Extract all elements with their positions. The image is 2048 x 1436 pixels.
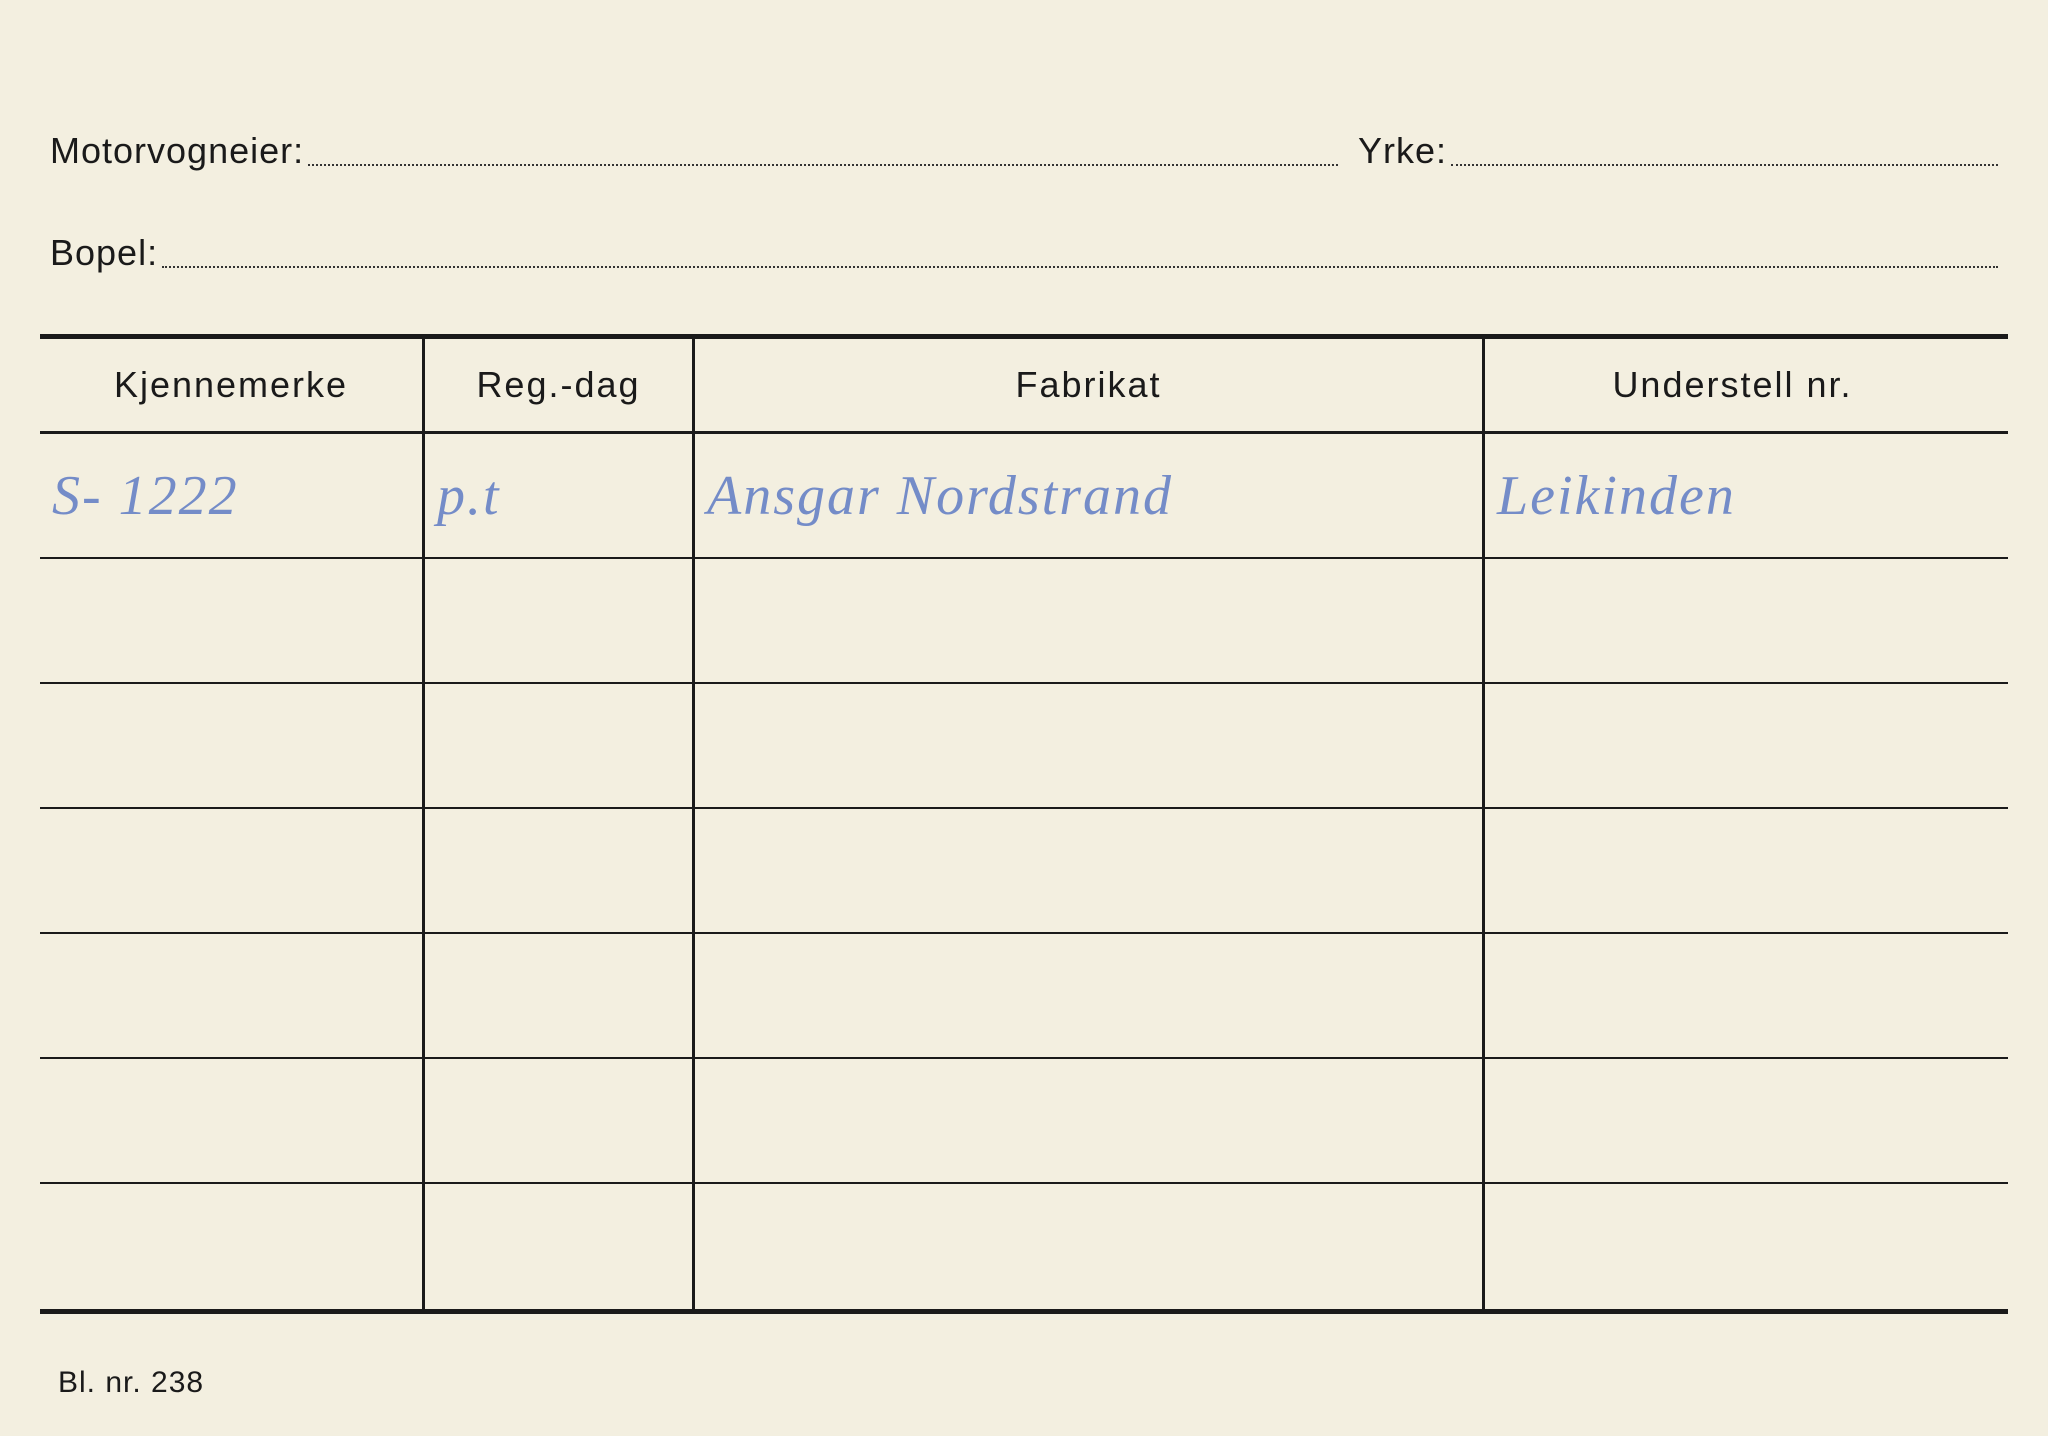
yrke-label: Yrke: xyxy=(1358,130,1447,172)
bopel-line xyxy=(162,266,1998,268)
table-header-row: Kjennemerke Reg.-dag Fabrikat Understell… xyxy=(40,339,2008,434)
owner-line xyxy=(308,164,1338,166)
cell-regdag xyxy=(425,934,695,1057)
cell-understell xyxy=(1485,1184,1980,1309)
cell-regdag xyxy=(425,809,695,932)
cell-fabrikat xyxy=(695,1184,1485,1309)
cell-fabrikat xyxy=(695,934,1485,1057)
table-row xyxy=(40,1184,2008,1309)
field-row-2: Bopel: xyxy=(50,232,1998,274)
handwriting-text: Ansgar Nordstrand xyxy=(707,464,1173,528)
handwriting-text: p.t xyxy=(437,464,501,528)
handwriting-text: S- 1222 xyxy=(52,464,239,528)
table-row: S- 1222 p.t Ansgar Nordstrand Leikinden xyxy=(40,434,2008,559)
cell-fabrikat xyxy=(695,1059,1485,1182)
owner-field: Motorvogneier: xyxy=(50,130,1338,172)
cell-understell xyxy=(1485,559,1980,682)
cell-kjennemerke xyxy=(40,934,425,1057)
table-body: S- 1222 p.t Ansgar Nordstrand Leikinden xyxy=(40,434,2008,1314)
cell-regdag: p.t xyxy=(425,434,695,557)
field-row-1: Motorvogneier: Yrke: xyxy=(50,130,1998,172)
handwriting-text: Leikinden xyxy=(1497,464,1736,528)
cell-understell xyxy=(1485,809,1980,932)
cell-fabrikat xyxy=(695,684,1485,807)
cell-understell xyxy=(1485,684,1980,807)
form-number: Bl. nr. 238 xyxy=(58,1366,204,1400)
yrke-line xyxy=(1451,164,1998,166)
cell-kjennemerke: S- 1222 xyxy=(40,434,425,557)
cell-kjennemerke xyxy=(40,684,425,807)
cell-regdag xyxy=(425,559,695,682)
cell-fabrikat xyxy=(695,559,1485,682)
col-header-regdag: Reg.-dag xyxy=(425,339,695,431)
cell-understell: Leikinden xyxy=(1485,434,1980,557)
cell-regdag xyxy=(425,1059,695,1182)
header-fields: Motorvogneier: Yrke: Bopel: xyxy=(40,50,2008,274)
owner-label: Motorvogneier: xyxy=(50,130,304,172)
cell-fabrikat xyxy=(695,809,1485,932)
bopel-label: Bopel: xyxy=(50,232,158,274)
table-row xyxy=(40,934,2008,1059)
cell-kjennemerke xyxy=(40,809,425,932)
col-header-fabrikat: Fabrikat xyxy=(695,339,1485,431)
cell-kjennemerke xyxy=(40,1059,425,1182)
registration-card: Motorvogneier: Yrke: Bopel: Kjennemerke … xyxy=(40,50,2008,1406)
cell-kjennemerke xyxy=(40,559,425,682)
cell-fabrikat: Ansgar Nordstrand xyxy=(695,434,1485,557)
col-header-understell: Understell nr. xyxy=(1485,339,1980,431)
cell-kjennemerke xyxy=(40,1184,425,1309)
yrke-field: Yrke: xyxy=(1358,130,1998,172)
registration-table: Kjennemerke Reg.-dag Fabrikat Understell… xyxy=(40,334,2008,1314)
table-row xyxy=(40,684,2008,809)
cell-regdag xyxy=(425,1184,695,1309)
table-row xyxy=(40,559,2008,684)
cell-understell xyxy=(1485,934,1980,1057)
cell-understell xyxy=(1485,1059,1980,1182)
col-header-kjennemerke: Kjennemerke xyxy=(40,339,425,431)
cell-regdag xyxy=(425,684,695,807)
table-row xyxy=(40,809,2008,934)
table-row xyxy=(40,1059,2008,1184)
